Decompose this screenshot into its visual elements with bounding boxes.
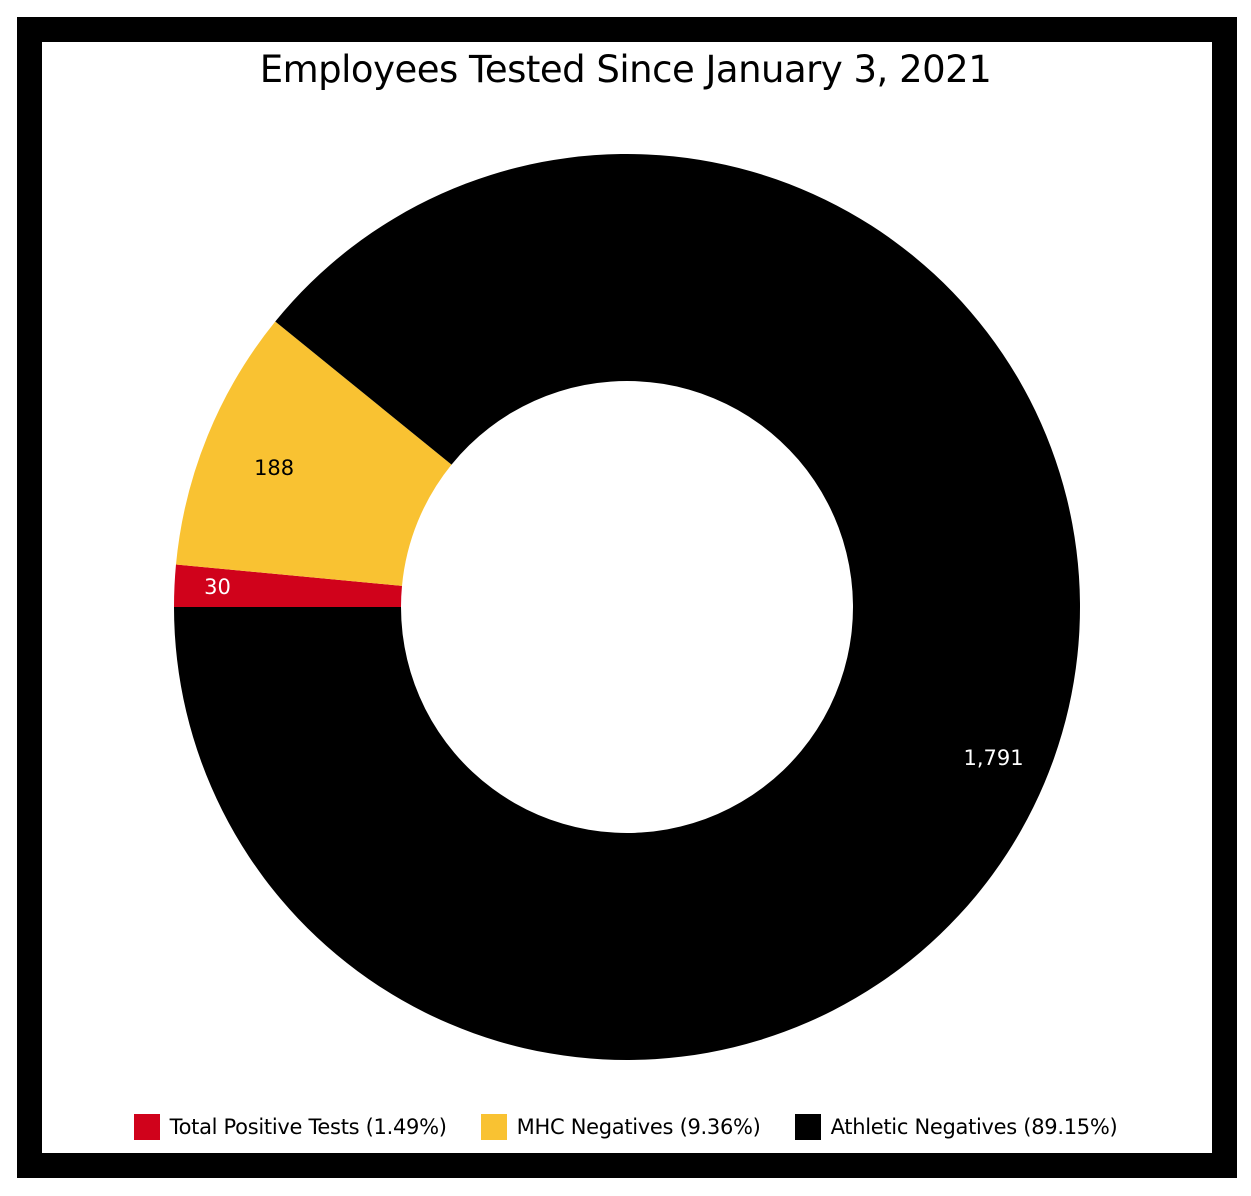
legend-item-1: MHC Negatives (9.36%) [480, 1114, 761, 1140]
legend-label-0: Total Positive Tests (1.49%) [169, 1115, 447, 1139]
slice-2 [174, 153, 1080, 1060]
data-label-0: 30 [204, 575, 231, 599]
data-labels-group: 30 188 1,791 [204, 456, 1024, 770]
legend-item-2: Athletic Negatives (89.15%) [794, 1114, 1118, 1140]
chart-title: Employees Tested Since January 3, 2021 [259, 48, 992, 91]
legend-swatch-1 [480, 1114, 507, 1140]
slice-1 [175, 321, 452, 586]
legend-label-1: MHC Negatives (9.36%) [516, 1115, 761, 1139]
legend-item-0: Total Positive Tests (1.49%) [133, 1114, 447, 1140]
legend-swatch-0 [133, 1114, 160, 1140]
legend: Total Positive Tests (1.49%) MHC Negative… [42, 1114, 1209, 1140]
slice-0 [174, 564, 402, 607]
data-label-2: 1,791 [963, 746, 1023, 770]
legend-label-2: Athletic Negatives (89.15%) [830, 1115, 1118, 1139]
legend-swatch-2 [794, 1114, 821, 1140]
data-label-1: 188 [254, 456, 294, 480]
slices-group [174, 153, 1080, 1060]
